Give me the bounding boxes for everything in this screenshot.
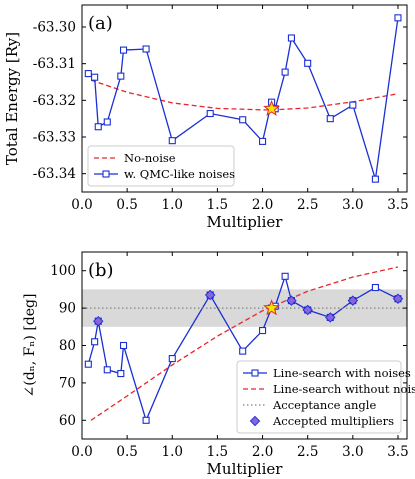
panel-a-series-1-point (371, 175, 379, 183)
panel-a-ytick-label: -63.31 (33, 56, 76, 72)
panel-a-series-1-point (326, 115, 334, 123)
panel-b-series-3-point (347, 295, 359, 306)
panel-b-xtick-label: 0.5 (116, 444, 137, 460)
panel-b-highlight-star (263, 299, 281, 316)
panel-b-ytick-label: 80 (59, 338, 76, 354)
panel-b-legend-entry-3-label: Accepted multipliers (272, 414, 394, 428)
panel-a-xtick-label: 1.5 (207, 197, 228, 213)
panel-b-series-0-point (117, 369, 125, 378)
panel-b-series-0-point (168, 355, 176, 363)
panel-a-marks (84, 14, 402, 183)
panel-b-xtick-label: 1.5 (207, 444, 228, 460)
panel-a-series-1-point (94, 123, 102, 131)
panel-a-ticks: 0.0 0.5 1.0 1.5 2.0 2.5 3.0 3.5 -63.34 -63.33 -63.… (33, 5, 409, 213)
panel-b-label: (b) (88, 260, 114, 281)
panel-a-xlabel: Multiplier (207, 213, 284, 231)
panel-a-ylabel: Total Energy [Ry] (3, 32, 21, 165)
panel-a-series-1-point (119, 46, 128, 54)
panel-a-legend-box (87, 145, 235, 187)
panel-b-series-0-point (119, 341, 128, 350)
panel-b-marks (82, 266, 407, 424)
panel-a-series-1-point (239, 116, 247, 124)
panel-a-label: (a) (88, 13, 113, 34)
panel-a-xtick-label: 2.0 (252, 197, 273, 213)
panel-a-series-1-point (304, 59, 312, 67)
panel-b-series-3-point (302, 304, 313, 316)
panel-a-series-1-point (281, 68, 289, 76)
panel-b-legend-entry-0-swatch-marker (251, 369, 259, 377)
panel-a-axes-frame (81, 4, 408, 193)
panel-b-ytick-label: 60 (59, 413, 76, 429)
panel-b-series-3-point (392, 293, 404, 304)
panel-b-xtick-label: 2.5 (297, 444, 318, 460)
panel-b-series-0-point (142, 416, 150, 424)
panel-a-series-1-point (259, 137, 267, 145)
panel-b-series-0-point (239, 347, 247, 355)
panel-b-series-3-point (204, 289, 216, 301)
panel-b-ytick-label: 70 (59, 375, 76, 391)
panel-a-legend: No-noise w. QMC-like noises (87, 145, 235, 187)
panel-a-series-1-point (206, 109, 214, 118)
panel-b-legend-box (236, 360, 402, 434)
panel-b-ytick-label: 90 (59, 301, 76, 317)
panel-b-xlabel: Multiplier (207, 460, 284, 478)
panel-b-series-0-point (371, 283, 379, 292)
panel-b-series-1-line (90, 266, 399, 421)
panel-a-xtick-label: 2.5 (297, 197, 318, 213)
panel-a-ytick-label: -63.30 (33, 20, 76, 36)
panel-a-xtick-label: 3.5 (387, 197, 408, 213)
panel-a-highlight-star (263, 99, 281, 116)
panel-a-ytick-label: -63.32 (33, 93, 76, 109)
panel-b-xtick-label: 1.0 (162, 444, 183, 460)
panel-a-series-1-point (103, 118, 111, 126)
panel-a-series-0-line (90, 79, 399, 111)
panel-b-series-0-point (91, 338, 99, 346)
panel-b-series-0-point (84, 360, 92, 368)
panel-a-legend-entry-0-label: No-noise (124, 151, 176, 165)
panel-a-series-1-point (84, 70, 92, 78)
panel-b-series-0-point (281, 272, 289, 280)
panel-a-series-1-point (349, 101, 357, 109)
panel-b-xtick-label: 0.0 (71, 444, 92, 460)
panel-b-series-0-point (259, 326, 267, 335)
panel-b-legend: Line-search with noises Line-search witho… (236, 360, 415, 434)
panel-b-series-0-point (103, 366, 111, 374)
panel-a-series-1-point (142, 45, 150, 53)
panel-a-series-1-point (287, 34, 295, 42)
panel-a-legend-entry-1-swatch-marker (102, 170, 110, 178)
panel-b-ylabel: ∠(dₙ, Fₙ) [deg] (22, 294, 38, 398)
panel-b-legend-entry-1-label: Line-search without noise (273, 382, 415, 396)
panel-a-xtick-label: 0.0 (71, 197, 92, 213)
panel-b-ytick-label: 100 (50, 263, 76, 279)
panel-a-series-1-point (168, 137, 176, 145)
panel-b-series-3-point (325, 312, 336, 323)
panel-a-series-1-point (394, 14, 402, 22)
panel-a-legend-entry-1-label: w. QMC-like noises (124, 167, 235, 181)
panel-a-series-1-point (91, 73, 99, 81)
panel-a-ytick-label: -63.34 (33, 166, 76, 182)
panel-b-xtick-label: 2.0 (252, 444, 273, 460)
panel-a-series-1-point (117, 72, 125, 80)
panel-b-series-3-point (93, 315, 104, 327)
panel-a-ytick-label: -63.33 (33, 130, 76, 146)
panel-b-legend-entry-0-label: Line-search with noises (273, 366, 411, 380)
panel-a-series-1-line (87, 17, 399, 180)
panel-a-xtick-label: 3.0 (342, 197, 363, 213)
panel-a: 0.0 0.5 1.0 1.5 2.0 2.5 3.0 3.5 -63.34 -63.33 -63.… (3, 4, 409, 231)
panel-b-legend-entry-3-swatch-marker (249, 415, 261, 427)
panel-b-legend-entry-2-label: Acceptance angle (272, 398, 376, 412)
panel-a-xtick-label: 1.0 (162, 197, 183, 213)
panel-b-xtick-label: 3.5 (387, 444, 408, 460)
panel-b-xtick-label: 3.0 (342, 444, 363, 460)
panel-b-ticks: 0.0 0.5 1.0 1.5 2.0 2.5 3.0 3.5 60 70 80 90 100 (50, 252, 409, 460)
panel-b-series-3-point (286, 295, 297, 306)
panel-a-xtick-label: 0.5 (116, 197, 137, 213)
